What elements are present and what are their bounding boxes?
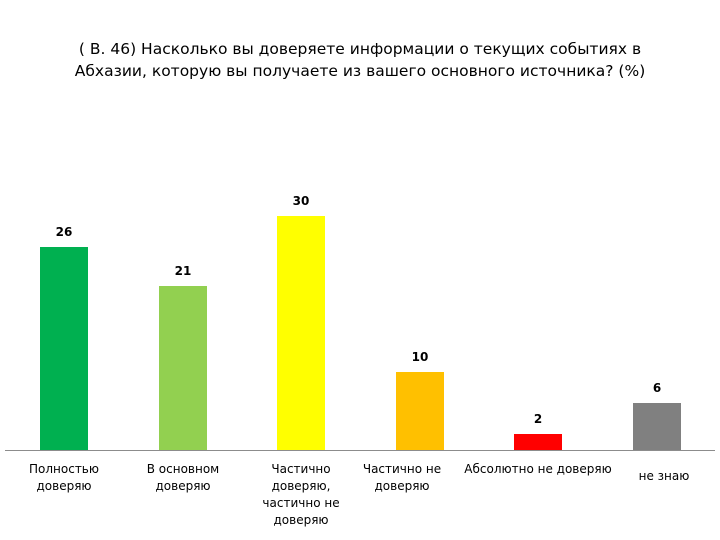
category-label: Частично доверяю, частично не доверяю [246, 461, 356, 529]
category-label: Абсолютно не доверяю [458, 461, 618, 478]
data-label: 2 [533, 412, 543, 426]
chart-title-line2: Абхазии, которую вы получаете из вашего … [74, 62, 646, 80]
category-label-line: доверяю [273, 513, 329, 527]
category-label: Частично не доверяю [347, 461, 457, 495]
category-label-line: Частично не [362, 462, 442, 476]
category-label-line: В основном [146, 462, 220, 476]
data-label: 30 [292, 194, 310, 208]
category-label-line: Абсолютно не доверяю [464, 462, 612, 476]
category-label-line: доверяю [155, 479, 211, 493]
data-label: 6 [652, 381, 662, 395]
category-label-line: не знаю [638, 469, 690, 483]
category-label: не знаю [609, 468, 719, 485]
bar [633, 403, 681, 450]
category-label: В основном доверяю [128, 461, 238, 495]
category-label-line: Полностью [29, 462, 99, 476]
bar [396, 372, 444, 450]
category-label-line: доверяю [374, 479, 430, 493]
category-label-line: частично не [262, 496, 340, 510]
category-label-line: доверяю, [271, 479, 331, 493]
category-label-line: доверяю [36, 479, 92, 493]
category-label-line: Частично [271, 462, 331, 476]
data-label: 10 [411, 350, 429, 364]
chart-title-line1: ( В. 46) Насколько вы доверяете информац… [78, 40, 642, 58]
bar [277, 216, 325, 450]
bar [40, 247, 88, 450]
data-label: 21 [174, 264, 192, 278]
data-label: 26 [55, 225, 73, 239]
category-label: Полностью доверяю [9, 461, 119, 495]
bar [159, 286, 207, 450]
chart-title: ( В. 46) Насколько вы доверяете информац… [0, 38, 720, 82]
bar [514, 434, 562, 450]
x-axis-line [5, 450, 715, 451]
